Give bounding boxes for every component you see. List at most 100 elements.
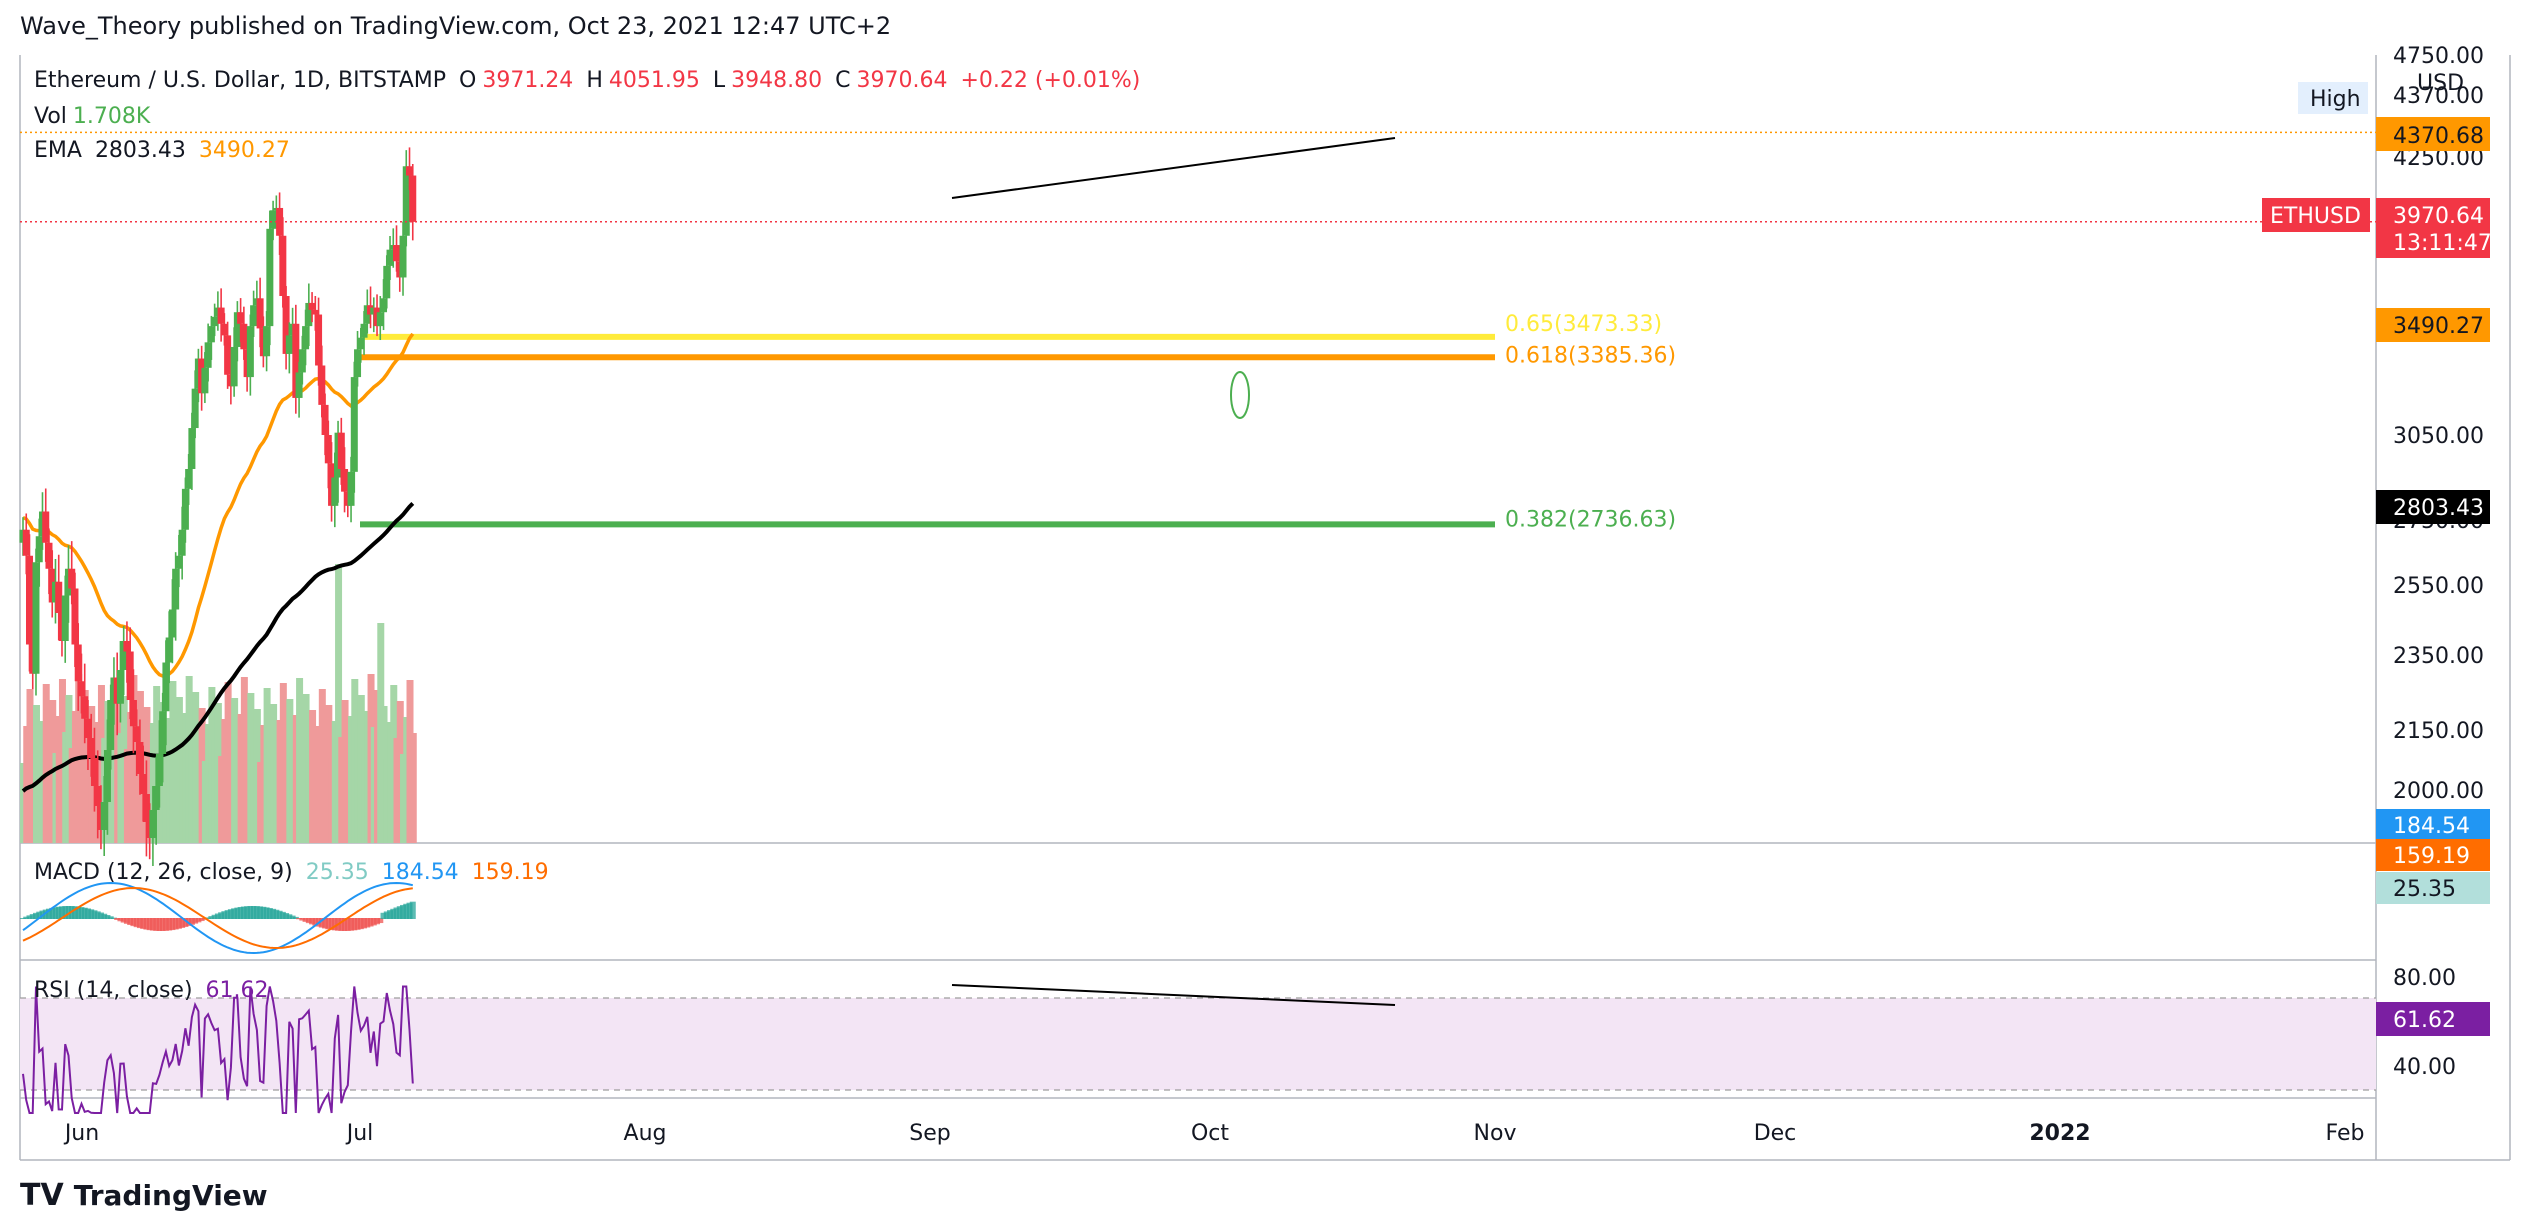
candle-body <box>266 228 274 327</box>
candle-body <box>178 529 186 556</box>
time-axis-label: Jul <box>345 1121 374 1146</box>
macd-line <box>22 881 414 955</box>
price-tick-label: 2550.00 <box>2393 574 2484 599</box>
candle-body <box>129 700 137 727</box>
ema50-tag-bg <box>2376 308 2490 342</box>
price-tick-label: 3050.00 <box>2393 424 2484 449</box>
macd-hist-bar <box>364 918 371 928</box>
time-axis-label: Oct <box>1191 1121 1229 1146</box>
time-axis-label: 2022 <box>2029 1121 2090 1146</box>
macd-hist-bar <box>192 918 199 924</box>
fib-level-label: 0.65(3473.33) <box>1505 312 1662 337</box>
rsi-tag-bg <box>2376 1002 2490 1036</box>
macd-line-value: 184.54 <box>381 860 459 885</box>
high-value: 4051.95 <box>608 68 700 93</box>
macd-hist-bar <box>65 906 72 919</box>
candle-body <box>175 555 183 569</box>
macd-hist-bar <box>367 918 374 927</box>
macd-hist-bar <box>75 906 82 919</box>
macd-hist-bar <box>296 918 303 920</box>
macd-hist-bar <box>302 918 309 922</box>
high-value-tag <box>2376 117 2490 151</box>
price-tick-label: 2350.00 <box>2393 644 2484 669</box>
macd-hist-bar <box>182 918 189 927</box>
ema50-line <box>22 332 415 678</box>
macd-tag-label: 159.19 <box>2393 844 2470 869</box>
candle-body <box>308 302 316 310</box>
symbol-legend: Ethereum / U.S. Dollar, 1D, BITSTAMP O 39… <box>34 68 1141 93</box>
ema-legend[interactable]: EMA 2803.43 3490.27 <box>34 138 290 163</box>
candle-body <box>295 372 303 398</box>
macd-hist-bar <box>166 918 173 931</box>
macd-signal-line <box>22 886 413 950</box>
candle-body <box>292 323 300 398</box>
symbol-tag: ETHUSD <box>2270 204 2361 229</box>
candle-body <box>74 644 82 682</box>
macd-hist-bar <box>266 908 273 919</box>
macd-hist-bar <box>97 912 104 919</box>
macd-hist-bar <box>117 918 124 922</box>
macd-hist-bar <box>237 906 244 919</box>
macd-hist-bar <box>130 918 137 927</box>
macd-hist-bar <box>338 918 345 931</box>
macd-hist-bar <box>270 908 277 919</box>
macd-hist-bar <box>205 917 212 919</box>
macd-hist-bar <box>78 907 85 919</box>
macd-hist-bar <box>377 918 384 924</box>
macd-tag-bg <box>2376 839 2490 871</box>
candle-body <box>233 312 241 347</box>
candle-body <box>172 568 180 610</box>
macd-hist-bar <box>32 912 39 919</box>
candle-body <box>399 235 407 278</box>
macd-hist-bar <box>299 918 306 921</box>
time-axis-label: Aug <box>624 1121 667 1146</box>
candle-body <box>393 245 401 262</box>
candle-body <box>201 367 209 394</box>
candle-body <box>211 316 219 327</box>
candle-body <box>305 302 313 327</box>
candle-body <box>311 309 319 315</box>
candle-body <box>409 175 417 222</box>
macd-hist-bar <box>179 918 186 928</box>
candle-body <box>315 314 323 366</box>
macd-hist-bar <box>403 903 410 919</box>
tradingview-logo: 𝗧𝗩 TradingView <box>20 1178 268 1213</box>
candle-body <box>55 581 63 613</box>
candle-body <box>107 700 115 750</box>
macd-legend[interactable]: MACD (12, 26, close, 9) 25.35 184.54 159… <box>34 860 549 885</box>
candle-body <box>285 335 293 354</box>
macd-hist-bar <box>52 907 59 919</box>
candle-body <box>139 774 147 794</box>
candle-body <box>84 718 92 738</box>
macd-hist-bar <box>231 908 238 919</box>
candle-body <box>142 794 150 822</box>
macd-hist-bar <box>361 918 368 929</box>
macd-hist-bar <box>276 910 283 919</box>
macd-histogram <box>20 901 416 931</box>
macd-hist-bar <box>81 907 88 919</box>
macd-hist-bar <box>286 914 293 919</box>
rsi-legend[interactable]: RSI (14, close) 61.62 <box>34 978 269 1003</box>
fib-level-label: 0.382(2736.63) <box>1505 507 1676 532</box>
macd-hist-bar <box>120 918 127 923</box>
currency-label: USD <box>2417 71 2464 96</box>
publish-header: Wave_Theory published on TradingView.com… <box>20 12 892 40</box>
candle-body <box>386 249 394 266</box>
volume-legend[interactable]: Vol 1.708K <box>34 104 151 129</box>
macd-hist-bar <box>260 906 267 919</box>
candle-body <box>357 337 365 350</box>
macd-hist-bar <box>218 912 225 919</box>
macd-hist-bar <box>396 906 403 919</box>
candle-body <box>120 641 128 670</box>
macd-hist-bar <box>29 914 36 919</box>
candle-body <box>188 428 196 469</box>
macd-hist-bar <box>94 911 101 919</box>
symbol-name[interactable]: Ethereum / U.S. Dollar, 1D, BITSTAMP <box>34 68 446 93</box>
candle-body <box>68 568 76 589</box>
candle-body <box>165 637 173 663</box>
macd-hist-bar <box>374 918 381 925</box>
macd-hist-bar <box>110 917 117 919</box>
rsi-band <box>20 998 2376 1090</box>
last-price-tag-bg <box>2376 198 2490 258</box>
macd-hist-bar <box>357 918 364 930</box>
